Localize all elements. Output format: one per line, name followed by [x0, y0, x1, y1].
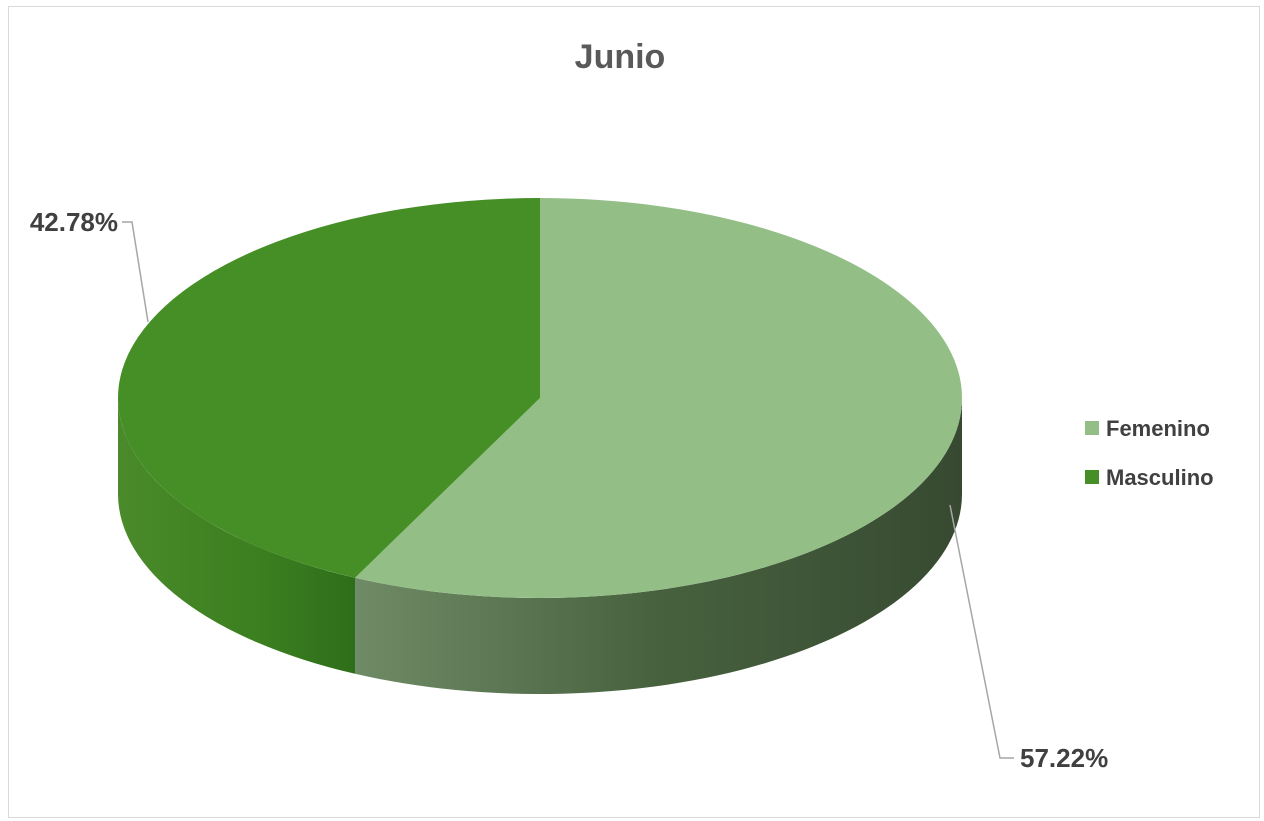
data-label-femenino: 57.22%: [1020, 743, 1108, 773]
legend-label-femenino: Femenino: [1106, 416, 1210, 441]
legend: Femenino Masculino: [1085, 416, 1214, 490]
legend-swatch-femenino: [1085, 421, 1099, 435]
legend-label-masculino: Masculino: [1106, 465, 1214, 490]
leader-line-femenino: [949, 504, 1014, 759]
legend-swatch-masculino: [1085, 470, 1099, 484]
slice-masculino: [118, 198, 540, 578]
leader-line-masculino: [122, 221, 149, 323]
chart-title: Junio: [575, 38, 666, 76]
slice-side-femenino: [355, 398, 963, 694]
slice-side-masculino: [118, 398, 356, 674]
slice-femenino: [355, 198, 963, 598]
data-label-masculino: 42.78%: [30, 207, 118, 237]
